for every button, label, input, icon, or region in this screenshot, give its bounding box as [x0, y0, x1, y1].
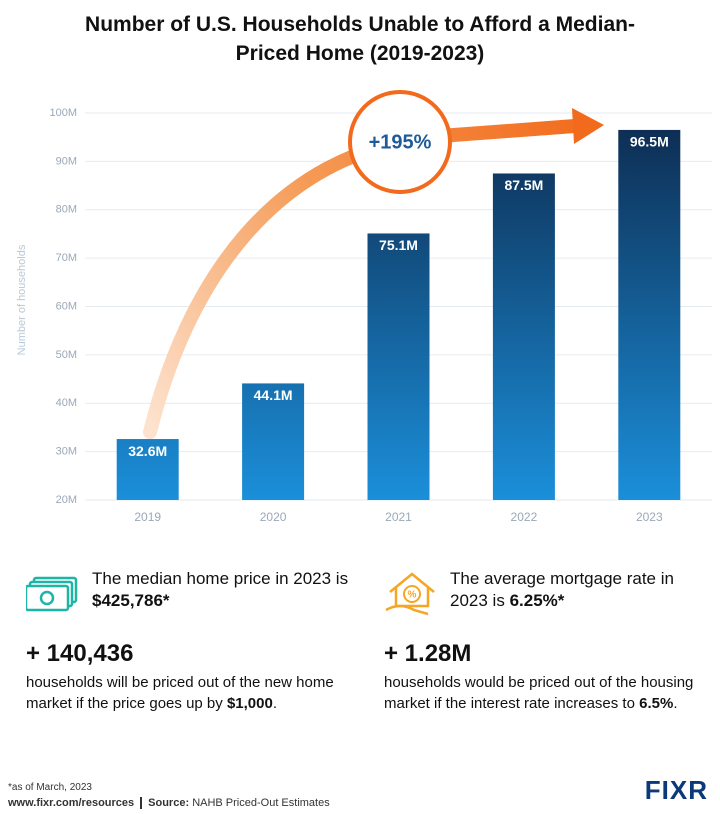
- y-tick-label: 80M: [56, 204, 77, 216]
- value-label: 96.5M: [630, 134, 669, 150]
- chart-title: Number of U.S. Households Unable to Affo…: [85, 13, 635, 65]
- body-highlight: $1,000: [226, 695, 273, 712]
- info-body: households would be priced out of the ho…: [384, 672, 714, 714]
- lead-text: The average mortgage rate in 2023 is: [450, 569, 674, 610]
- value-label: 75.1M: [379, 237, 418, 253]
- info-stat: + 1.28M: [384, 640, 472, 667]
- info-block: The median home price in 2023 is $425,78…: [26, 568, 356, 714]
- bar: [492, 173, 555, 500]
- value-label: 32.6M: [128, 443, 167, 459]
- y-axis-label: Number of households: [16, 244, 28, 355]
- lead-text: The median home price in 2023 is: [92, 569, 349, 588]
- y-tick-label: 60M: [56, 300, 77, 312]
- body-text: households will be priced out of the new…: [26, 674, 334, 712]
- body-end: .: [272, 695, 277, 712]
- info-stat: + 140,436: [26, 640, 134, 667]
- value-label: 87.5M: [504, 177, 543, 193]
- info-lead: The median home price in 2023 is $425,78…: [92, 568, 356, 618]
- x-tick-label: 2021: [385, 510, 412, 524]
- arrow-head: [572, 108, 604, 144]
- bar: [116, 439, 179, 500]
- y-tick-label: 100M: [49, 107, 77, 119]
- bar: [242, 383, 305, 500]
- y-tick-label: 20M: [56, 494, 77, 506]
- info-body: households will be priced out of the new…: [26, 672, 356, 714]
- body-text: households would be priced out of the ho…: [384, 674, 694, 712]
- svg-text:%: %: [408, 590, 417, 601]
- house-icon: %: [385, 572, 435, 616]
- info-lead: The average mortgage rate in 2023 is 6.2…: [450, 568, 714, 618]
- footer-url: www.fixr.com/resources: [8, 797, 135, 809]
- info-block: % The average mortgage rate in 2023 is 6…: [384, 568, 714, 714]
- y-tick-label: 40M: [56, 397, 77, 409]
- annotation-circle: [348, 90, 452, 194]
- x-tick-label: 2023: [636, 510, 663, 524]
- lead-highlight: 6.25%*: [509, 591, 565, 610]
- body-highlight: 6.5%: [639, 695, 674, 712]
- bar: [618, 129, 681, 500]
- value-label: 44.1M: [254, 387, 293, 403]
- source-label: Source:: [148, 797, 190, 809]
- body-end: .: [673, 695, 678, 712]
- y-tick-label: 70M: [56, 252, 77, 264]
- x-tick-label: 2022: [511, 510, 538, 524]
- money-icon: [26, 576, 78, 612]
- logo: FIXR: [644, 775, 708, 805]
- x-tick-label: 2020: [260, 510, 287, 524]
- lead-highlight: $425,786*: [92, 591, 170, 610]
- bar: [367, 233, 430, 501]
- x-tick-label: 2019: [134, 510, 161, 524]
- chart: Number of households 20M 30M 40M 50M 60M 70M 8…: [16, 90, 712, 524]
- footer-source: www.fixr.com/resources Source: NAHB Price…: [8, 797, 330, 809]
- annotation: +195%: [369, 131, 432, 153]
- footnote: *as of March, 2023: [8, 782, 92, 793]
- y-tick-label: 30M: [56, 446, 77, 458]
- y-tick-label: 50M: [56, 349, 77, 361]
- y-tick-label: 90M: [56, 155, 77, 167]
- source-text: NAHB Priced-Out Estimates: [192, 797, 330, 809]
